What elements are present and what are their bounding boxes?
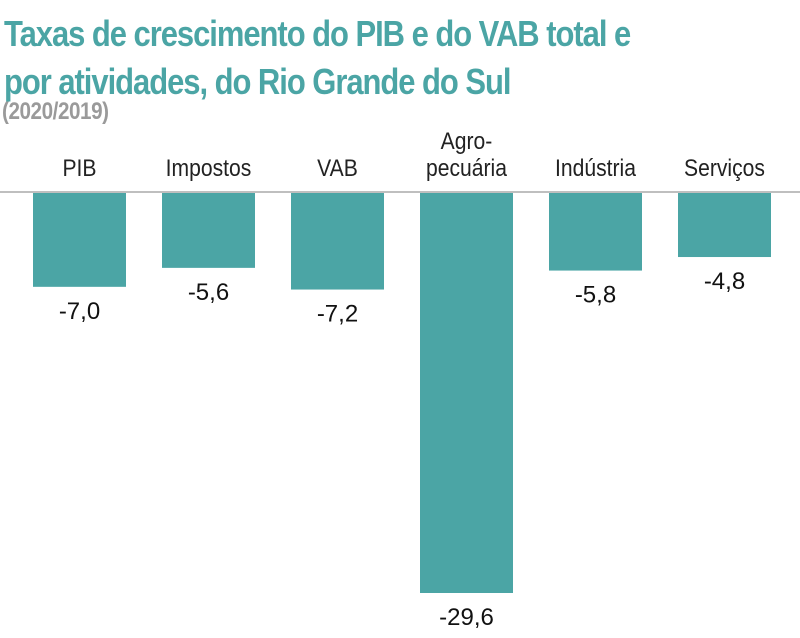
category-label: VAB [317,155,358,182]
bar-6 [678,193,771,258]
data-label: -7,2 [317,301,358,328]
category-label: Agro- [441,128,493,155]
data-label: -7,0 [59,298,100,325]
category-label: Serviços [684,155,765,182]
data-label: -29,6 [439,604,494,631]
bar-1 [33,193,126,287]
category-label: Impostos [166,155,252,182]
chart-title-line-2: por atividades, do Rio Grande do Sul [4,61,511,102]
data-label: -5,8 [575,282,616,309]
bar-2 [162,193,255,268]
bar-5 [549,193,642,271]
chart-title: Taxas de crescimento do PIB e do VAB tot… [4,10,683,106]
data-label: -5,6 [188,279,229,306]
bar-4 [420,193,513,593]
chart-title-line-1: Taxas de crescimento do PIB e do VAB tot… [4,13,631,54]
data-label: -4,8 [704,268,745,295]
category-label: pecuária [426,155,507,182]
category-label: PIB [62,155,96,182]
chart-subtitle: (2020/2019) [2,98,109,125]
bar-3 [291,193,384,290]
category-label: Indústria [555,155,636,182]
